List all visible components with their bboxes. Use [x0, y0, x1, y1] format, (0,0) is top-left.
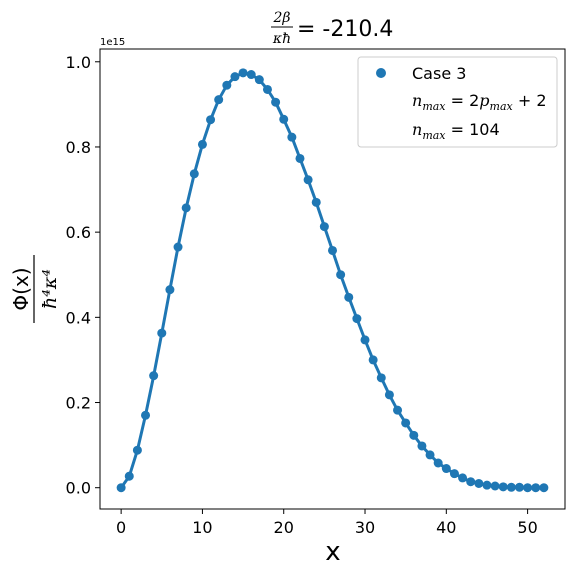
y-label-numerator: Φ(x) [9, 267, 33, 310]
data-point [344, 292, 354, 302]
data-point [149, 371, 159, 381]
x-tick-label: 30 [355, 518, 375, 537]
data-point [124, 471, 134, 481]
data-point [368, 355, 378, 365]
data-point [246, 70, 256, 80]
data-point [222, 80, 232, 90]
data-point [262, 84, 272, 94]
data-point [401, 418, 411, 428]
x-axis-label: x [325, 537, 340, 567]
y-tick-label: 0.0 [66, 479, 91, 498]
y-offset-text: 1e15 [100, 37, 125, 48]
x-tick-label: 40 [436, 518, 456, 537]
legend-label-case-3: Case 3 [412, 64, 466, 83]
data-point [360, 335, 370, 345]
chart-title: 2β κħ = -210.4 [271, 10, 393, 47]
data-point [539, 483, 549, 493]
data-point [206, 115, 216, 125]
x-axis-ticks: 0 10 20 30 40 50 [116, 509, 538, 537]
x-tick-label: 20 [274, 518, 294, 537]
data-point [181, 203, 191, 213]
data-point [303, 175, 313, 185]
data-point [336, 270, 346, 280]
data-point [271, 97, 281, 107]
title-numerator: 2β [272, 10, 290, 26]
title-value: = -210.4 [297, 17, 393, 42]
legend-label-nmax-formula: nmax = 2pmax + 2 [412, 91, 547, 113]
data-point [189, 169, 199, 179]
data-point [214, 95, 224, 105]
legend-box [357, 56, 558, 148]
data-point [393, 405, 403, 415]
legend: Case 3 nmax = 2pmax + 2 nmax = 104 [357, 56, 558, 148]
data-point [352, 314, 362, 324]
y-tick-label: 0.4 [66, 308, 91, 327]
data-point [458, 473, 468, 483]
data-point [238, 68, 248, 78]
series-layer [116, 68, 549, 493]
data-point [132, 445, 142, 455]
data-point [279, 114, 289, 124]
data-point [230, 72, 240, 82]
data-point [141, 410, 151, 420]
y-tick-label: 0.2 [66, 394, 91, 413]
data-point [449, 469, 459, 479]
legend-label-nmax-value: nmax = 104 [412, 120, 500, 142]
data-point [433, 458, 443, 468]
data-point [514, 482, 524, 492]
x-tick-label: 10 [192, 518, 212, 537]
data-point [376, 373, 386, 383]
data-point [311, 197, 321, 207]
data-point [197, 139, 207, 149]
data-point [531, 483, 541, 493]
data-point [498, 482, 508, 492]
legend-marker-case-3 [376, 68, 386, 78]
data-point [254, 75, 264, 85]
data-point [482, 480, 492, 490]
data-point [409, 430, 419, 440]
data-point [417, 441, 427, 451]
plot-frame [99, 48, 566, 510]
data-point [474, 478, 484, 488]
data-point [384, 390, 394, 400]
data-point [506, 482, 516, 492]
data-point [490, 481, 500, 491]
data-point [173, 242, 183, 252]
data-point [165, 285, 175, 295]
x-tick-label: 50 [517, 518, 537, 537]
data-point [295, 153, 305, 163]
data-point [328, 245, 337, 255]
y-axis-label: Φ(x) ħ⁴κ⁴ [9, 255, 61, 323]
y-tick-label: 1.0 [66, 53, 91, 72]
x-tick-label: 0 [116, 518, 126, 537]
data-point [466, 477, 476, 487]
y-tick-label: 0.8 [66, 138, 91, 157]
title-denominator: κħ [272, 31, 291, 47]
data-point [287, 132, 297, 142]
data-point [319, 222, 329, 232]
y-axis-ticks: 0.0 0.2 0.4 0.6 0.8 1.0 [66, 53, 100, 498]
data-point [116, 483, 126, 493]
data-point [425, 450, 435, 460]
data-point [523, 483, 533, 493]
y-tick-label: 0.6 [66, 223, 91, 242]
y-label-denominator: ħ⁴κ⁴ [39, 269, 61, 309]
data-point [441, 464, 451, 474]
data-point [157, 328, 167, 338]
